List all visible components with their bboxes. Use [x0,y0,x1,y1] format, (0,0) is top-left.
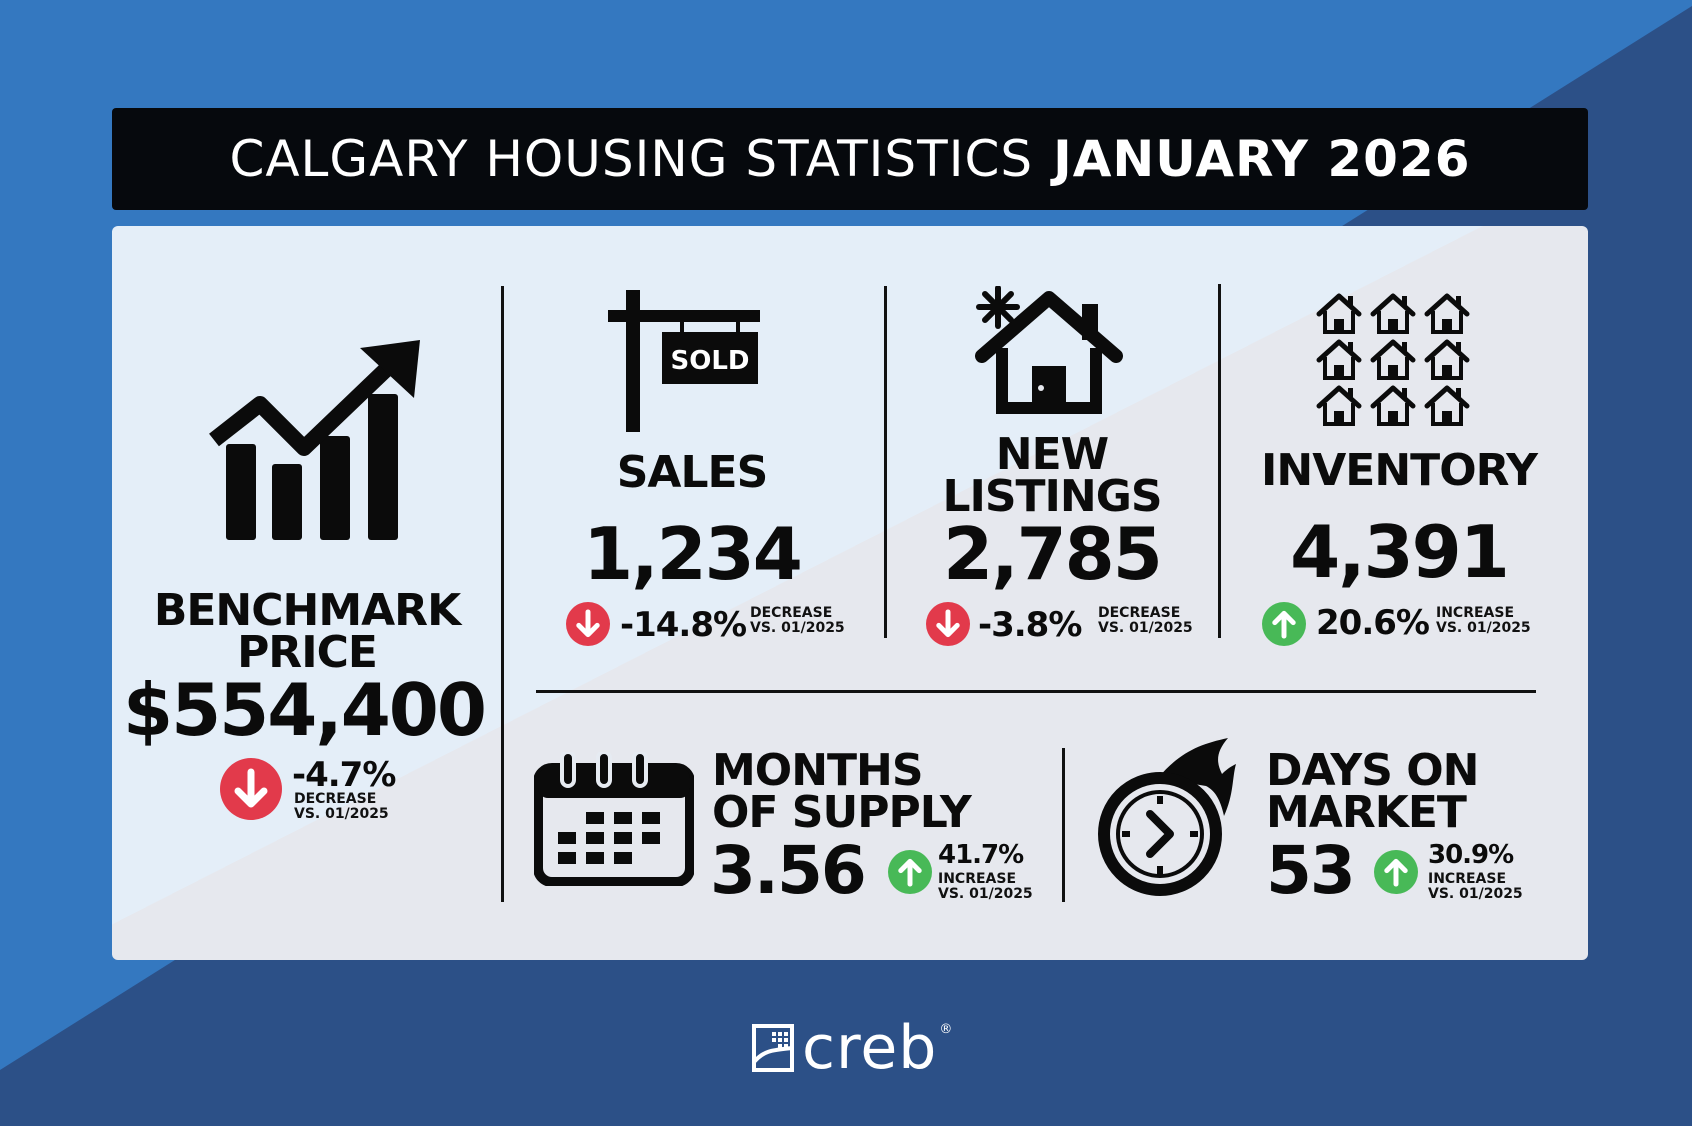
dom-change: 30.9% [1428,840,1514,870]
sales-value: 1,234 [583,512,803,596]
dom-note-line1: INCREASE [1428,871,1507,887]
inventory-label: INVENTORY [1261,445,1538,496]
creb-building-icon [752,1024,794,1072]
sales-note-line2: VS. 01/2025 [750,620,845,637]
divider-horizontal [536,690,1536,693]
sold-sign-icon: SOLD [608,290,760,432]
creb-logo: creb ® [752,1018,952,1078]
benchmark-label-line1: BENCHMARK [153,585,461,636]
divider-vertical-main [501,286,504,902]
arrow-down-icon [926,602,970,646]
listings-change: -3.8% [978,605,1082,645]
sales-note-line1: DECREASE [750,605,833,621]
listings-label: NEW LISTINGS [882,429,1222,523]
listings-note-line2: VS. 01/2025 [1098,620,1193,637]
title-main: CALGARY HOUSING STATISTICS [229,130,1034,188]
listings-label-line2: LISTINGS [942,471,1162,523]
supply-label-line2: OF SUPPLY [712,787,972,839]
benchmark-note-line1: DECREASE [294,791,377,807]
benchmark-note: DECREASE VS. 01/2025 [294,791,389,823]
supply-note: INCREASE VS. 01/2025 [938,871,1033,903]
creb-logo-text: creb [802,1013,938,1083]
benchmark-change: -4.7% [292,755,396,795]
arrow-down-icon [566,602,610,646]
benchmark-label-line2: PRICE [237,627,378,679]
title-bar: CALGARY HOUSING STATISTICS JANUARY 2026 [112,108,1588,210]
supply-label-line1: MONTHS [712,745,924,796]
listings-note: DECREASE VS. 01/2025 [1098,605,1193,637]
sold-sign-text: SOLD [671,346,750,376]
stats-card: BENCHMARK PRICE $554,400 -4.7% DECREASE … [112,226,1588,960]
supply-change: 41.7% [938,840,1024,870]
inventory-change: 20.6% [1316,603,1430,643]
houses-grid-icon [1316,292,1472,428]
inventory-note-line2: VS. 01/2025 [1436,620,1531,637]
calendar-icon [534,752,694,886]
arrow-up-icon [1374,850,1418,894]
inventory-value: 4,391 [1290,510,1510,594]
sales-change: -14.8% [620,605,747,645]
supply-note-line1: INCREASE [938,871,1017,887]
sales-note: DECREASE VS. 01/2025 [750,605,845,637]
inventory-note: INCREASE VS. 01/2025 [1436,605,1531,637]
title-period: JANUARY 2026 [1053,130,1471,188]
dom-label-line2: MARKET [1266,787,1467,839]
new-house-icon [975,286,1123,414]
inventory-note-line1: INCREASE [1436,605,1515,621]
arrow-up-icon [888,850,932,894]
supply-value: 3.56 [710,832,867,909]
listings-value: 2,785 [943,512,1163,596]
fast-clock-icon [1098,738,1236,896]
arrow-down-icon [220,758,282,820]
divider-vertical-sales [884,286,887,638]
arrow-up-icon [1262,602,1306,646]
dom-note: INCREASE VS. 01/2025 [1428,871,1523,903]
supply-label: MONTHS OF SUPPLY [712,745,1072,839]
registered-mark: ® [939,1022,953,1037]
divider-vertical-bottom [1062,748,1065,902]
growth-chart-icon [209,340,420,540]
dom-label: DAYS ON MARKET [1266,745,1566,839]
divider-vertical-listings [1218,284,1221,638]
dom-note-line2: VS. 01/2025 [1428,886,1523,903]
dom-label-line1: DAYS ON [1266,745,1479,796]
sales-label: SALES [616,447,769,498]
benchmark-label: BENCHMARK PRICE [142,585,472,679]
benchmark-value: $554,400 [122,668,487,752]
listings-label-line1: NEW [995,429,1109,480]
benchmark-note-line2: VS. 01/2025 [294,806,389,823]
listings-note-line1: DECREASE [1098,605,1181,621]
supply-note-line2: VS. 01/2025 [938,886,1033,903]
dom-value: 53 [1266,832,1356,909]
